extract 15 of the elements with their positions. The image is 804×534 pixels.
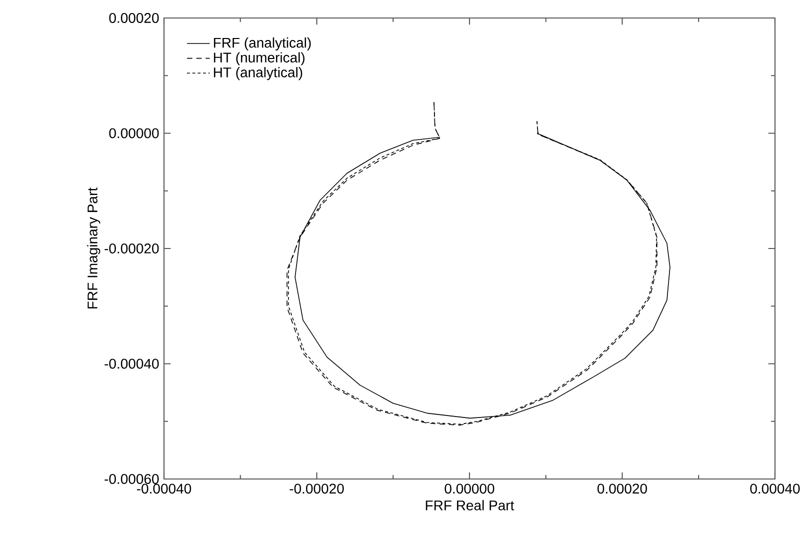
- legend-label: HT (analytical): [214, 67, 302, 80]
- x-tick-label: -0.00040: [136, 484, 192, 494]
- legend-label: HT (numerical): [214, 52, 304, 66]
- y-tick-label: -0.00020: [104, 244, 159, 254]
- x-tick-label: 0.00040: [750, 484, 800, 494]
- y-tick-label: -0.00060: [104, 474, 159, 484]
- x-tick-label: -0.00020: [290, 484, 344, 494]
- x-tick-label: 0.00000: [444, 484, 494, 494]
- x-axis-title: FRF Real Part: [426, 500, 514, 510]
- y-tick-label: -0.00040: [104, 358, 159, 369]
- x-tick-label: 0.00020: [597, 484, 647, 494]
- y-tick-label: 0.00000: [109, 128, 159, 138]
- y-axis-title: FRF Imaginary Part: [87, 188, 100, 308]
- y-tick-label: 0.00020: [109, 13, 159, 23]
- legend-label: FRF (analytical): [214, 37, 311, 50]
